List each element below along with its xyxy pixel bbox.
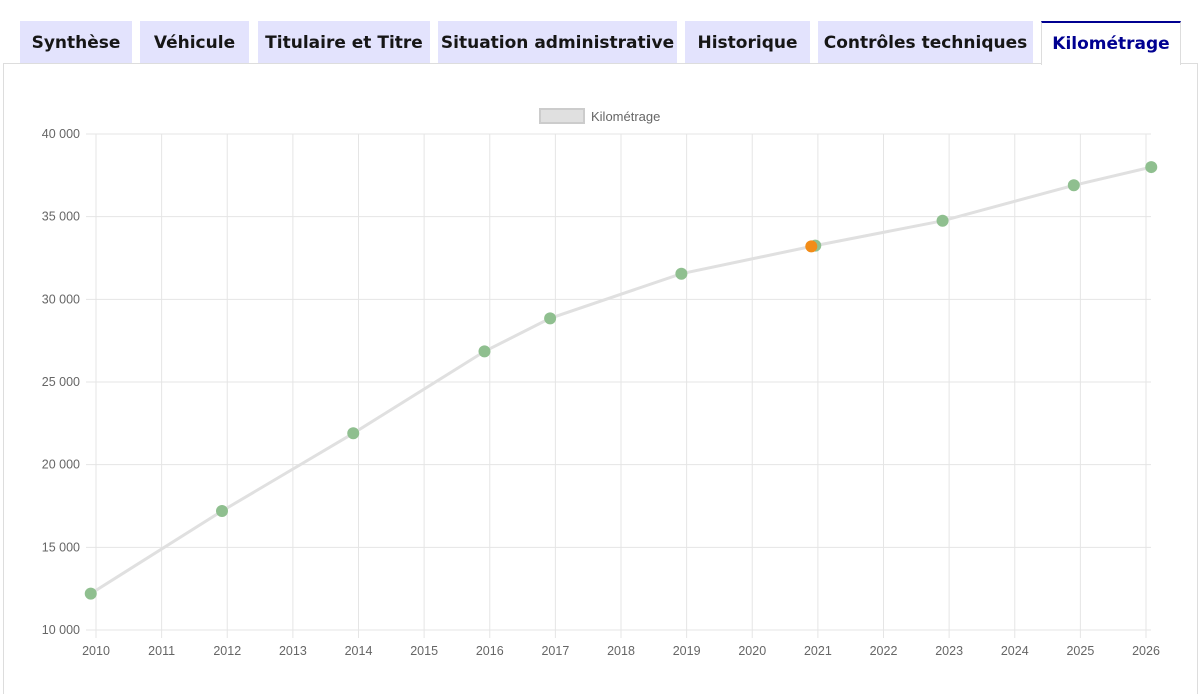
tab-titulaire-et-titre[interactable]: Titulaire et Titre — [258, 21, 430, 64]
data-point[interactable] — [544, 312, 557, 325]
data-point[interactable] — [1145, 161, 1158, 174]
data-point[interactable] — [675, 267, 688, 280]
tab-panel-kilometrage — [3, 63, 1198, 694]
x-tick-label: 2026 — [1132, 644, 1160, 658]
x-tick-label: 2018 — [607, 644, 635, 658]
x-tick-label: 2015 — [410, 644, 438, 658]
data-point[interactable] — [347, 427, 360, 440]
data-point[interactable] — [84, 587, 97, 600]
x-tick-label: 2013 — [279, 644, 307, 658]
x-axis-ticks: 2010 2011 2012 2013 2014 2015 2016 2017 2018 2019… — [82, 644, 1160, 658]
x-tick-label: 2024 — [1001, 644, 1029, 658]
data-point[interactable] — [478, 345, 491, 358]
y-tick-label: 25 000 — [42, 375, 80, 389]
series-points — [84, 161, 1158, 600]
x-tick-label: 2017 — [541, 644, 569, 658]
x-tick-label: 2016 — [476, 644, 504, 658]
x-tick-label: 2019 — [673, 644, 701, 658]
tab-historique[interactable]: Historique — [685, 21, 810, 64]
data-point-alert[interactable] — [805, 240, 818, 253]
tab-bar: Synthèse Véhicule Titulaire et Titre Sit… — [0, 0, 1200, 65]
y-tick-label: 35 000 — [42, 210, 80, 224]
tab-situation-administrative[interactable]: Situation administrative — [438, 21, 677, 64]
y-tick-label: 10 000 — [42, 623, 80, 637]
y-tick-label: 40 000 — [42, 127, 80, 141]
x-tick-label: 2010 — [82, 644, 110, 658]
y-tick-label: 20 000 — [42, 458, 80, 472]
y-axis-ticks: 10 000 15 000 20 000 25 000 30 000 35 000 40 0… — [42, 127, 80, 637]
legend-swatch — [539, 108, 585, 124]
x-tick-label: 2022 — [870, 644, 898, 658]
tab-controles-techniques[interactable]: Contrôles techniques — [818, 21, 1033, 64]
series-line-kilometrage — [90, 165, 1152, 595]
x-tick-label: 2011 — [148, 644, 175, 658]
x-tick-label: 2025 — [1066, 644, 1094, 658]
tab-synthese[interactable]: Synthèse — [20, 21, 132, 64]
x-tick-label: 2014 — [345, 644, 373, 658]
x-tick-label: 2023 — [935, 644, 963, 658]
tab-vehicule[interactable]: Véhicule — [140, 21, 249, 64]
chart-grid — [86, 133, 1151, 638]
y-tick-label: 15 000 — [42, 540, 80, 554]
x-tick-label: 2012 — [213, 644, 241, 658]
x-tick-label: 2020 — [738, 644, 766, 658]
legend-label: Kilométrage — [591, 109, 660, 124]
x-tick-label: 2021 — [804, 644, 832, 658]
chart-legend[interactable]: Kilométrage — [539, 108, 660, 124]
data-point[interactable] — [936, 214, 949, 227]
data-point[interactable] — [216, 504, 228, 517]
data-point[interactable] — [1067, 179, 1080, 192]
tab-kilometrage[interactable]: Kilométrage — [1041, 21, 1181, 65]
y-tick-label: 30 000 — [42, 292, 80, 306]
